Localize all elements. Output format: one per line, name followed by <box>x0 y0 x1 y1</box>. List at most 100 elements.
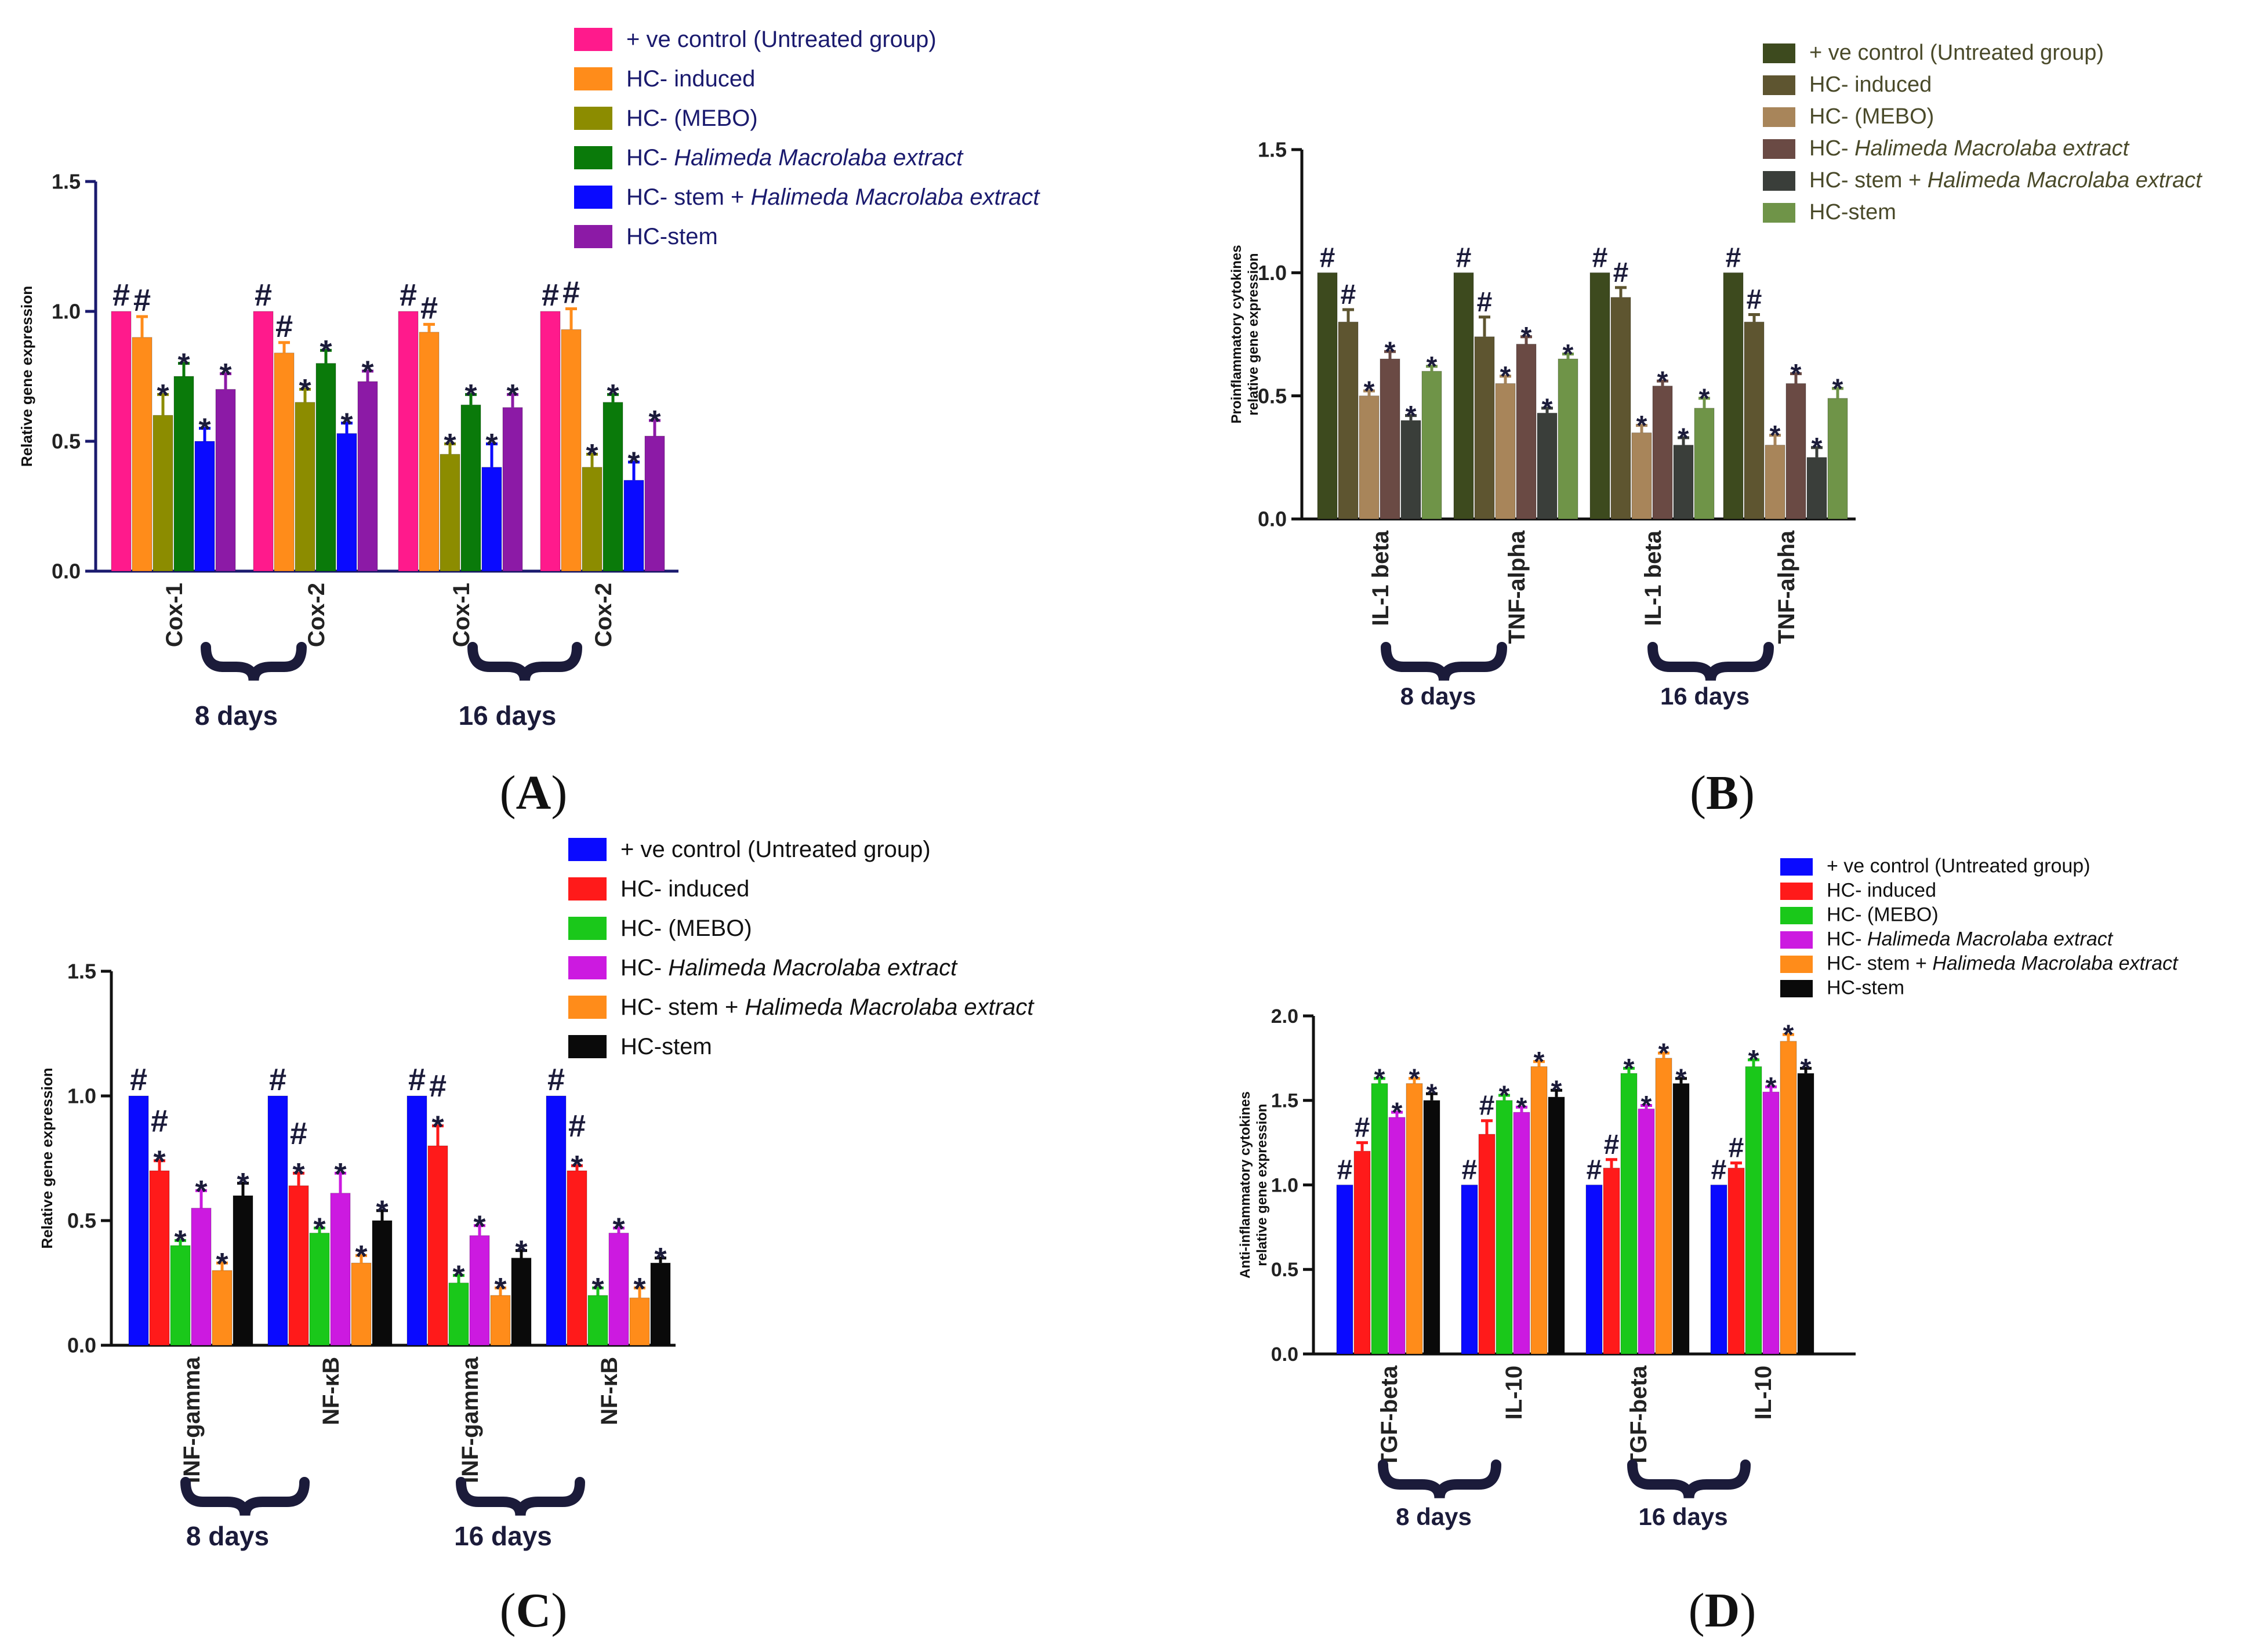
bar <box>1744 321 1765 520</box>
bar <box>1453 272 1474 520</box>
bar <box>1723 272 1744 520</box>
hash-mark: # <box>1462 1155 1478 1186</box>
legend-label-text: HC-stem <box>626 224 718 249</box>
group-brace <box>180 1477 310 1516</box>
star-mark: * <box>648 404 660 439</box>
star-mark: * <box>1534 1047 1545 1077</box>
panel-d: 0.0 0.5 1.0 1.5 2.0 Anti-inflammatory cytokin… <box>1237 855 2179 1638</box>
panel-label: (A) <box>500 766 568 820</box>
bar <box>1371 1083 1388 1355</box>
bar <box>407 1095 427 1346</box>
bar <box>1317 272 1338 520</box>
legend-swatch <box>1780 931 1813 949</box>
bar <box>315 363 336 572</box>
star-mark: * <box>1500 361 1511 392</box>
group-brace <box>1381 642 1507 681</box>
star-mark: * <box>334 1157 346 1192</box>
bar <box>1672 1083 1690 1355</box>
legend-swatch <box>1763 75 1795 95</box>
y-tick-label: 1.5 <box>52 170 81 194</box>
y-tick-label: 2.0 <box>1271 1005 1298 1027</box>
star-mark: * <box>237 1167 249 1201</box>
bar <box>1558 358 1578 520</box>
star-mark: * <box>1374 1063 1385 1094</box>
legend-swatch <box>1763 171 1795 191</box>
bar <box>481 467 502 572</box>
bar <box>233 1195 253 1346</box>
panel-label: (D) <box>1689 1584 1756 1638</box>
bar <box>1530 1066 1548 1355</box>
group-label: 8 days <box>195 700 278 731</box>
bar <box>567 1170 587 1346</box>
legend-swatch <box>574 107 612 130</box>
legend-label-italic: Halimeda Macrolaba extract <box>1867 928 2114 950</box>
star-mark: * <box>174 1224 186 1259</box>
legend-swatch <box>1780 956 1813 973</box>
bar <box>153 415 173 572</box>
legend-label-text: + ve control (Untreated group) <box>1827 855 2090 877</box>
panel-label-open: ( <box>500 1584 516 1638</box>
bar <box>1537 412 1558 520</box>
legend-label: HC- (MEBO) <box>620 916 752 941</box>
legend-label: HC- Halimeda Macrolaba extract <box>626 145 964 170</box>
star-mark: * <box>320 334 332 369</box>
hash-mark: # <box>1456 242 1472 273</box>
legend-label-text: HC- <box>620 955 668 981</box>
bar <box>149 1170 170 1346</box>
star-mark: * <box>1364 376 1375 407</box>
legend-label-text: HC- stem + <box>1809 168 1928 193</box>
y-axis-title: Relative gene expression <box>18 286 35 467</box>
legend-label: HC- stem + Halimeda Macrolaba extract <box>1827 953 2179 975</box>
star-mark: * <box>571 1149 583 1184</box>
star-mark: * <box>607 378 619 413</box>
bar <box>1423 1100 1440 1355</box>
legend-label-text: + ve control (Untreated group) <box>626 27 937 52</box>
category-label: IL-1 beta <box>1640 530 1666 626</box>
legend-label-text: HC- induced <box>626 66 755 92</box>
legend-label: HC- (MEBO) <box>1827 904 1939 926</box>
legend-label: HC- Halimeda Macrolaba extract <box>1827 928 2114 950</box>
star-mark: * <box>591 1272 604 1306</box>
y-tick-label: 1.0 <box>67 1084 96 1108</box>
legend: + ve control (Untreated group) HC- induce… <box>1780 855 2179 999</box>
panel-label-open: ( <box>1689 1584 1705 1638</box>
star-mark: * <box>177 347 190 382</box>
group-label: 16 days <box>1660 682 1750 710</box>
hash-mark: # <box>133 283 151 318</box>
category-label: Cox-1 <box>162 583 187 647</box>
star-mark: * <box>1641 1091 1652 1121</box>
star-mark: * <box>1801 1054 1812 1084</box>
legend-swatch <box>568 956 607 979</box>
hash-mark: # <box>1747 285 1762 315</box>
hash-mark: # <box>1355 1113 1370 1143</box>
bar <box>1780 1041 1797 1355</box>
bar <box>1785 383 1806 520</box>
category-label: NF-κB <box>597 1357 622 1425</box>
legend-label-italic: Halimeda Macrolaba extract <box>1854 136 2130 161</box>
bar <box>1631 432 1652 520</box>
bar <box>1762 1091 1780 1355</box>
legend-label: HC- induced <box>626 66 755 92</box>
legend-label: HC- Halimeda Macrolaba extract <box>1809 136 2130 161</box>
bar <box>603 402 623 572</box>
bar <box>372 1220 393 1346</box>
panel-b: 0.0 0.5 1.0 1.5 Proinflammatory cytokinesrel… <box>1229 41 2202 820</box>
legend-swatch <box>568 1035 607 1058</box>
bar <box>440 453 460 572</box>
bar <box>1589 272 1610 520</box>
legend-swatch <box>568 877 607 901</box>
category-label: NF-κB <box>318 1357 344 1425</box>
bar <box>582 467 603 572</box>
legend-label-text: HC- <box>1827 928 1867 950</box>
legend-swatch <box>1763 107 1795 127</box>
panel-label-letter: C <box>516 1584 551 1638</box>
legend-label-text: HC- (MEBO) <box>626 106 758 131</box>
bar <box>1620 1073 1638 1355</box>
bar <box>1478 1134 1496 1355</box>
star-mark: * <box>1551 1076 1562 1106</box>
star-mark: * <box>1766 1072 1777 1103</box>
bar <box>1380 358 1400 520</box>
